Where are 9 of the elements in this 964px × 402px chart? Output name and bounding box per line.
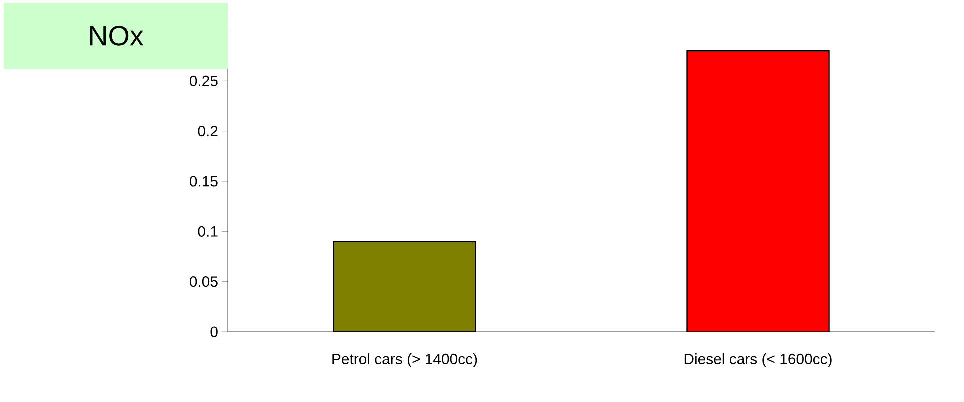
y-tick-label: 0.2 [198,126,218,137]
x-tick-label: Diesel cars (< 1600cc) [684,354,832,368]
x-tick-label: Petrol cars (> 1400cc) [332,354,478,368]
y-tick-label: 0.05 [190,276,218,288]
y-tick-label: 0.25 [190,76,218,86]
y-tick-label: 0.1 [198,226,218,237]
y-tick-label: 0 [210,326,218,338]
y-tick-label: 0.15 [190,176,218,187]
chart-title: NOx [90,26,144,46]
